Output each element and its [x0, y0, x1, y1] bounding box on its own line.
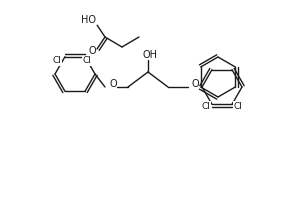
Text: Cl: Cl [83, 56, 92, 65]
Text: Cl: Cl [202, 102, 210, 111]
Text: HO: HO [82, 15, 96, 25]
Text: O: O [191, 79, 199, 89]
Text: Cl: Cl [53, 56, 61, 65]
Text: Cl: Cl [234, 102, 243, 111]
Text: O: O [109, 79, 117, 89]
Text: OH: OH [142, 50, 158, 60]
Text: O: O [88, 46, 96, 56]
